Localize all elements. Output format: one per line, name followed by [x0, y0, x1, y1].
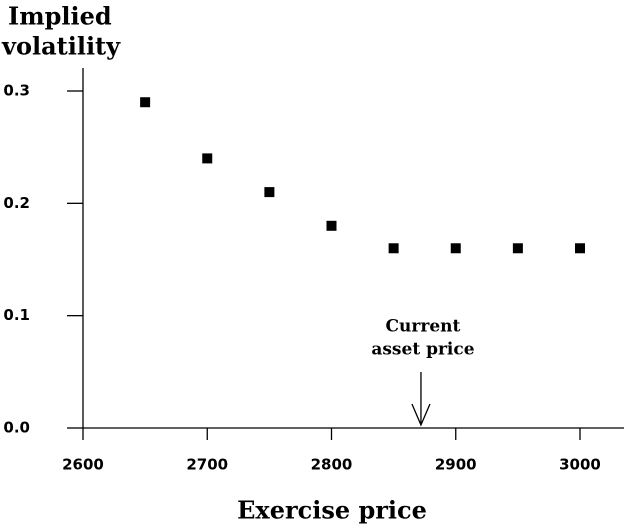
- point: [264, 187, 275, 198]
- x-tick-label: 2600: [62, 456, 104, 474]
- x-tick-label: 2800: [311, 456, 353, 474]
- point: [202, 153, 213, 164]
- y-axis-label: volatility: [1, 32, 121, 61]
- x-axis-label: Exercise price: [237, 496, 427, 525]
- annotation: asset price: [371, 340, 474, 360]
- y-tick-label: 0.1: [3, 306, 30, 324]
- point: [512, 243, 523, 254]
- x-tick-label: 2900: [435, 456, 477, 474]
- point: [140, 97, 151, 108]
- annotation-arrow: [411, 372, 431, 427]
- x-tick-label: 2700: [186, 456, 228, 474]
- point: [575, 243, 585, 254]
- point: [388, 243, 399, 254]
- x-tick-label: 3000: [559, 456, 601, 474]
- y-tick-label: 0.3: [3, 82, 30, 100]
- axes: [82, 68, 624, 429]
- point: [450, 243, 461, 254]
- point: [326, 220, 337, 231]
- y-tick-label: 0.0: [3, 419, 30, 437]
- annotation: Current: [386, 317, 461, 337]
- y-tick-label: 0.2: [3, 194, 30, 212]
- y-axis-label: Implied: [8, 2, 112, 31]
